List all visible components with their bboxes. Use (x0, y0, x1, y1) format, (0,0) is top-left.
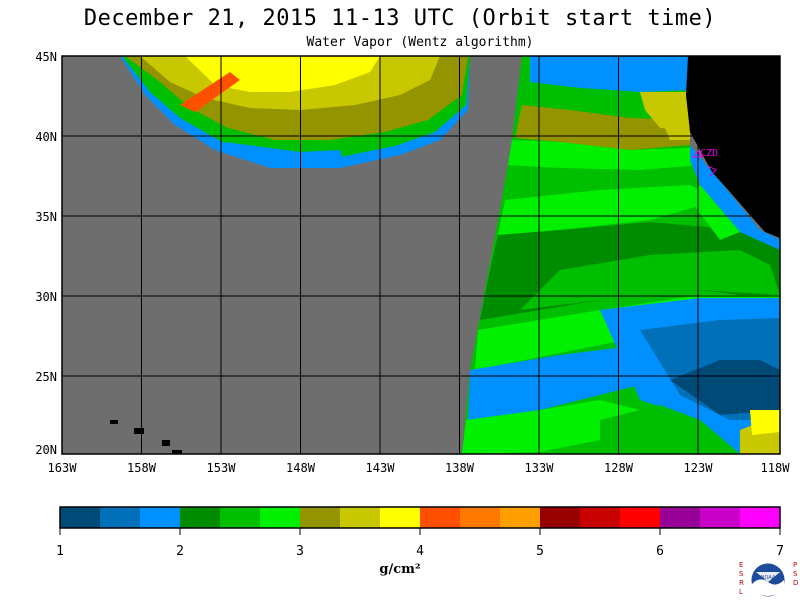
colorbar-swatch (740, 507, 781, 528)
lat-label: 25N (35, 370, 57, 384)
colorbar-swatch (220, 507, 261, 528)
station-label: CZD (700, 148, 718, 159)
swath-northeast (462, 56, 780, 454)
map-frame (61, 55, 781, 455)
colorbar-units: g/cm² (379, 562, 421, 577)
logo-center-text: NOAA (761, 575, 776, 581)
colorbar-swatch (100, 507, 141, 528)
lat-label: 40N (35, 130, 57, 144)
colorbar-swatch (260, 507, 301, 528)
colorbar-swatch (660, 507, 701, 528)
lon-label: 123W (683, 461, 713, 475)
colorbar-swatch (700, 507, 741, 528)
colorbar-swatch (180, 507, 221, 528)
colorbar-label: 7 (776, 544, 784, 559)
colorbar-swatch (460, 507, 501, 528)
colorbar-label: 1 (56, 544, 64, 559)
colorbar-ticks (59, 528, 781, 535)
colorbar-swatch (500, 507, 541, 528)
page-title: December 21, 2015 11-13 UTC (Orbit start… (83, 6, 717, 31)
hawaii-islands (110, 420, 182, 454)
lon-label: 153W (206, 461, 236, 475)
colorbar-swatch (580, 507, 621, 528)
lat-label: 35N (35, 210, 57, 224)
lon-label: 133W (524, 461, 554, 475)
page-subtitle: Water Vapor (Wentz algorithm) (306, 35, 534, 50)
lon-label: 128W (604, 461, 633, 475)
lon-label: 143W (365, 461, 395, 475)
colorbar-swatch (620, 507, 661, 528)
colorbar (60, 507, 781, 528)
lon-label: 118W (760, 461, 790, 475)
map-data-layer (110, 56, 780, 454)
lat-label: 30N (35, 290, 57, 304)
colorbar-swatch (300, 507, 341, 528)
colorbar-label: 5 (536, 544, 544, 559)
lon-label: 138W (445, 461, 474, 475)
california-land (686, 56, 780, 238)
colorbar-label: 2 (176, 544, 184, 559)
colorbar-label: 3 (296, 544, 304, 559)
colorbar-swatch (380, 507, 421, 528)
colorbar-swatch (540, 507, 581, 528)
swath-northwest (120, 56, 470, 168)
lon-label: 163W (47, 461, 77, 475)
lon-label: 158W (127, 461, 156, 475)
colorbar-swatch (420, 507, 461, 528)
lat-label: 45N (35, 50, 57, 64)
colorbar-swatch (60, 507, 101, 528)
colorbar-label: 4 (416, 544, 424, 559)
lat-lon-grid (62, 56, 780, 454)
lat-label: 20N (35, 443, 57, 457)
colorbar-swatch (140, 507, 181, 528)
colorbar-swatch (340, 507, 381, 528)
colorbar-label: 6 (656, 544, 664, 559)
station-marker-czd: CZD (691, 148, 718, 177)
lon-label: 148W (286, 461, 315, 475)
